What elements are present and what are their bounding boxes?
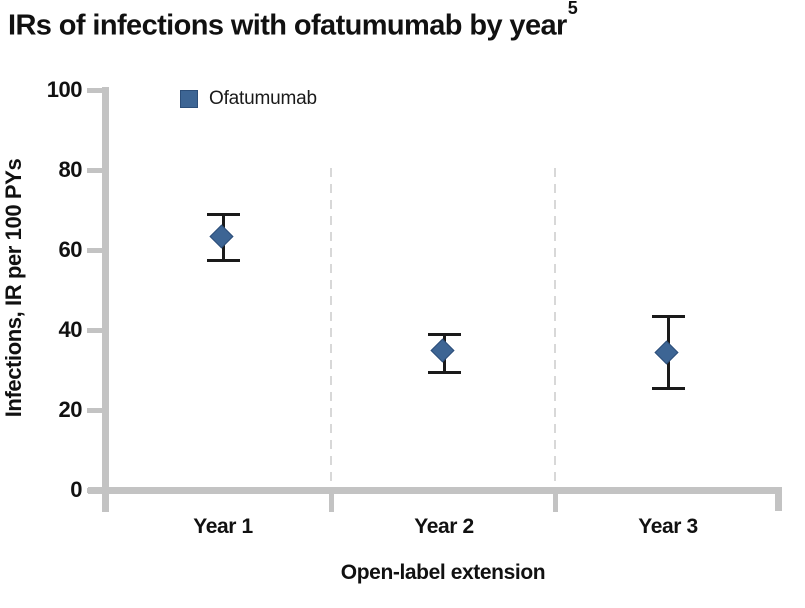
y-tick-label-40: 40 [58,317,83,342]
x-tick-label-year-3: Year 3 [638,515,698,538]
marker-year-3 [654,340,679,365]
x-axis-tick-1 [329,493,334,512]
chart-title-superscript: 5 [567,0,578,18]
y-tick-label-20: 20 [58,397,83,422]
error-cap-high-year-3 [651,314,685,318]
segment-separator-2 [554,168,556,487]
x-axis-line [88,487,782,494]
y-axis-tick-40 [87,327,105,333]
y-axis-tick-60 [87,247,105,253]
x-axis-end-hook [775,487,782,511]
chart-title-text: IRs of infections with ofatumumab by yea… [8,9,567,42]
x-tick-label-year-1: Year 1 [193,515,253,538]
x-axis-tick-2 [553,493,558,512]
y-axis-tick-20 [87,407,105,413]
marker-year-1 [209,224,234,249]
y-axis-line [101,87,109,512]
legend-label: Ofatumumab [209,88,317,109]
segment-separator-1 [330,168,332,487]
error-cap-low-year-1 [206,258,240,262]
chart-title: IRs of infections with ofatumumab by yea… [8,0,578,43]
error-cap-low-year-2 [427,370,461,374]
y-tick-label-80: 80 [58,157,83,182]
y-axis-tick-100 [87,87,105,93]
marker-year-2 [430,338,455,363]
x-axis-title: Open-label extension [340,561,546,584]
y-tick-label-60: 60 [58,237,83,262]
y-axis-title: Infections, IR per 100 PYs [1,158,26,418]
error-cap-high-year-1 [206,212,240,216]
legend-swatch-ofatumumab [180,90,198,108]
error-cap-low-year-3 [651,386,685,390]
y-axis-tick-0 [87,487,105,493]
error-cap-high-year-2 [427,332,461,336]
y-axis-tick-80 [87,167,105,173]
y-tick-label-100: 100 [46,77,83,102]
y-tick-label-0: 0 [70,477,82,502]
x-tick-label-year-2: Year 2 [414,515,474,538]
legend: Ofatumumab [180,88,317,110]
